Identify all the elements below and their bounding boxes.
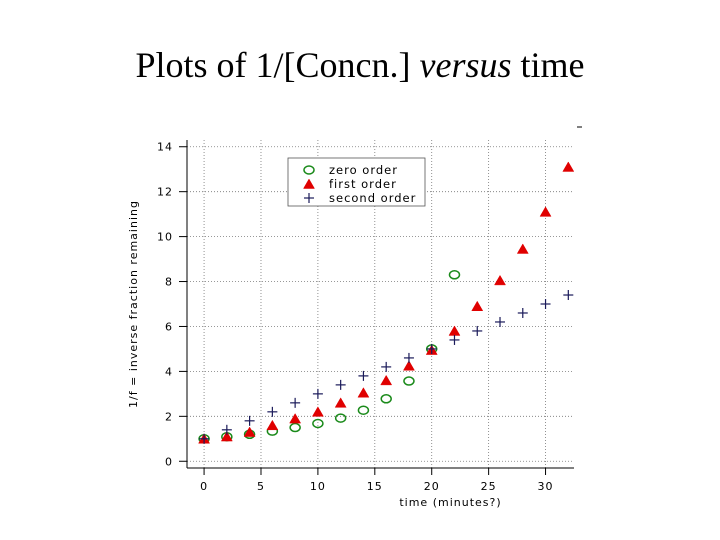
data-point-second-order [244,415,255,426]
data-point-first-order [243,426,256,437]
y-tick-label: 10 [157,231,173,244]
y-tick-label: 0 [165,455,173,468]
data-point-second-order [335,379,346,390]
data-point-first-order [311,406,324,417]
data-point-second-order [563,290,574,301]
data-point-first-order [471,300,484,311]
data-point-zero-order [380,394,392,404]
legend-marker [303,165,315,175]
legend-item-zero-order: zero order [303,163,398,177]
data-point-second-order [312,388,323,399]
x-tick-label: 20 [424,480,440,493]
x-tick-label: 25 [481,480,497,493]
data-point-first-order [357,387,370,398]
data-point-second-order [426,343,437,354]
y-axis-label: 1/f = inverse fraction remaining [127,200,140,408]
data-point-first-order [334,397,347,408]
data-point-first-order [562,161,575,172]
data-point-second-order [540,299,551,309]
title-text-italic: versus [419,45,512,85]
data-point-second-order [517,307,528,318]
tick-labels: 0 5 10 15 20 25 30 0 2 4 6 8 10 12 14 [157,141,554,493]
legend-marker [303,178,315,189]
data-point-zero-order [403,376,415,386]
x-tick-label: 10 [310,480,326,493]
data-point-second-order [358,370,369,381]
x-tick-label: 0 [200,480,208,493]
series-zero-order [198,270,461,444]
legend-item-second-order: second order [304,191,416,205]
data-point-second-order [199,433,210,444]
title-text-part1: Plots of 1/[Concn.] [135,45,420,85]
data-point-second-order [495,316,506,327]
y-tick-label: 8 [165,276,173,289]
data-point-second-order [267,406,278,417]
title-text-part2: time [511,45,585,85]
x-tick-label: 5 [257,480,265,493]
data-points [198,161,575,444]
legend-marker [304,193,314,203]
x-tick-label: 15 [367,480,383,493]
data-point-second-order [403,352,414,363]
legend-label: zero order [329,163,398,177]
data-point-second-order [290,397,301,408]
x-axis-label: time (minutes?) [399,496,501,509]
data-point-first-order [448,325,461,336]
slide-title: Plots of 1/[Concn.] versus time [0,44,720,86]
y-tick-label: 2 [165,410,173,423]
data-point-zero-order [312,418,324,429]
data-point-zero-order [289,422,301,433]
y-tick-label: 6 [165,320,173,333]
data-point-first-order [289,413,302,424]
legend-label: second order [329,191,416,205]
data-point-first-order [403,360,415,371]
data-point-second-order [221,424,232,435]
y-tick-label: 14 [157,141,173,154]
data-point-first-order [266,419,279,431]
legend-label: first order [329,177,397,191]
data-point-second-order [472,325,483,336]
data-point-first-order [539,206,552,217]
data-point-zero-order [334,413,347,423]
data-point-zero-order [448,270,461,280]
data-point-first-order [516,243,529,254]
data-point-second-order [381,361,392,372]
data-point-first-order [220,431,233,442]
y-tick-label: 4 [165,365,173,378]
data-point-first-order [380,374,393,386]
data-point-zero-order [357,405,370,416]
legend-item-first-order: first order [303,177,397,191]
axes [179,140,574,475]
data-point-second-order [449,334,460,345]
data-point-first-order [494,274,506,286]
x-tick-label: 30 [538,480,554,493]
series-second-order [199,290,574,444]
y-tick-label: 12 [157,186,173,199]
